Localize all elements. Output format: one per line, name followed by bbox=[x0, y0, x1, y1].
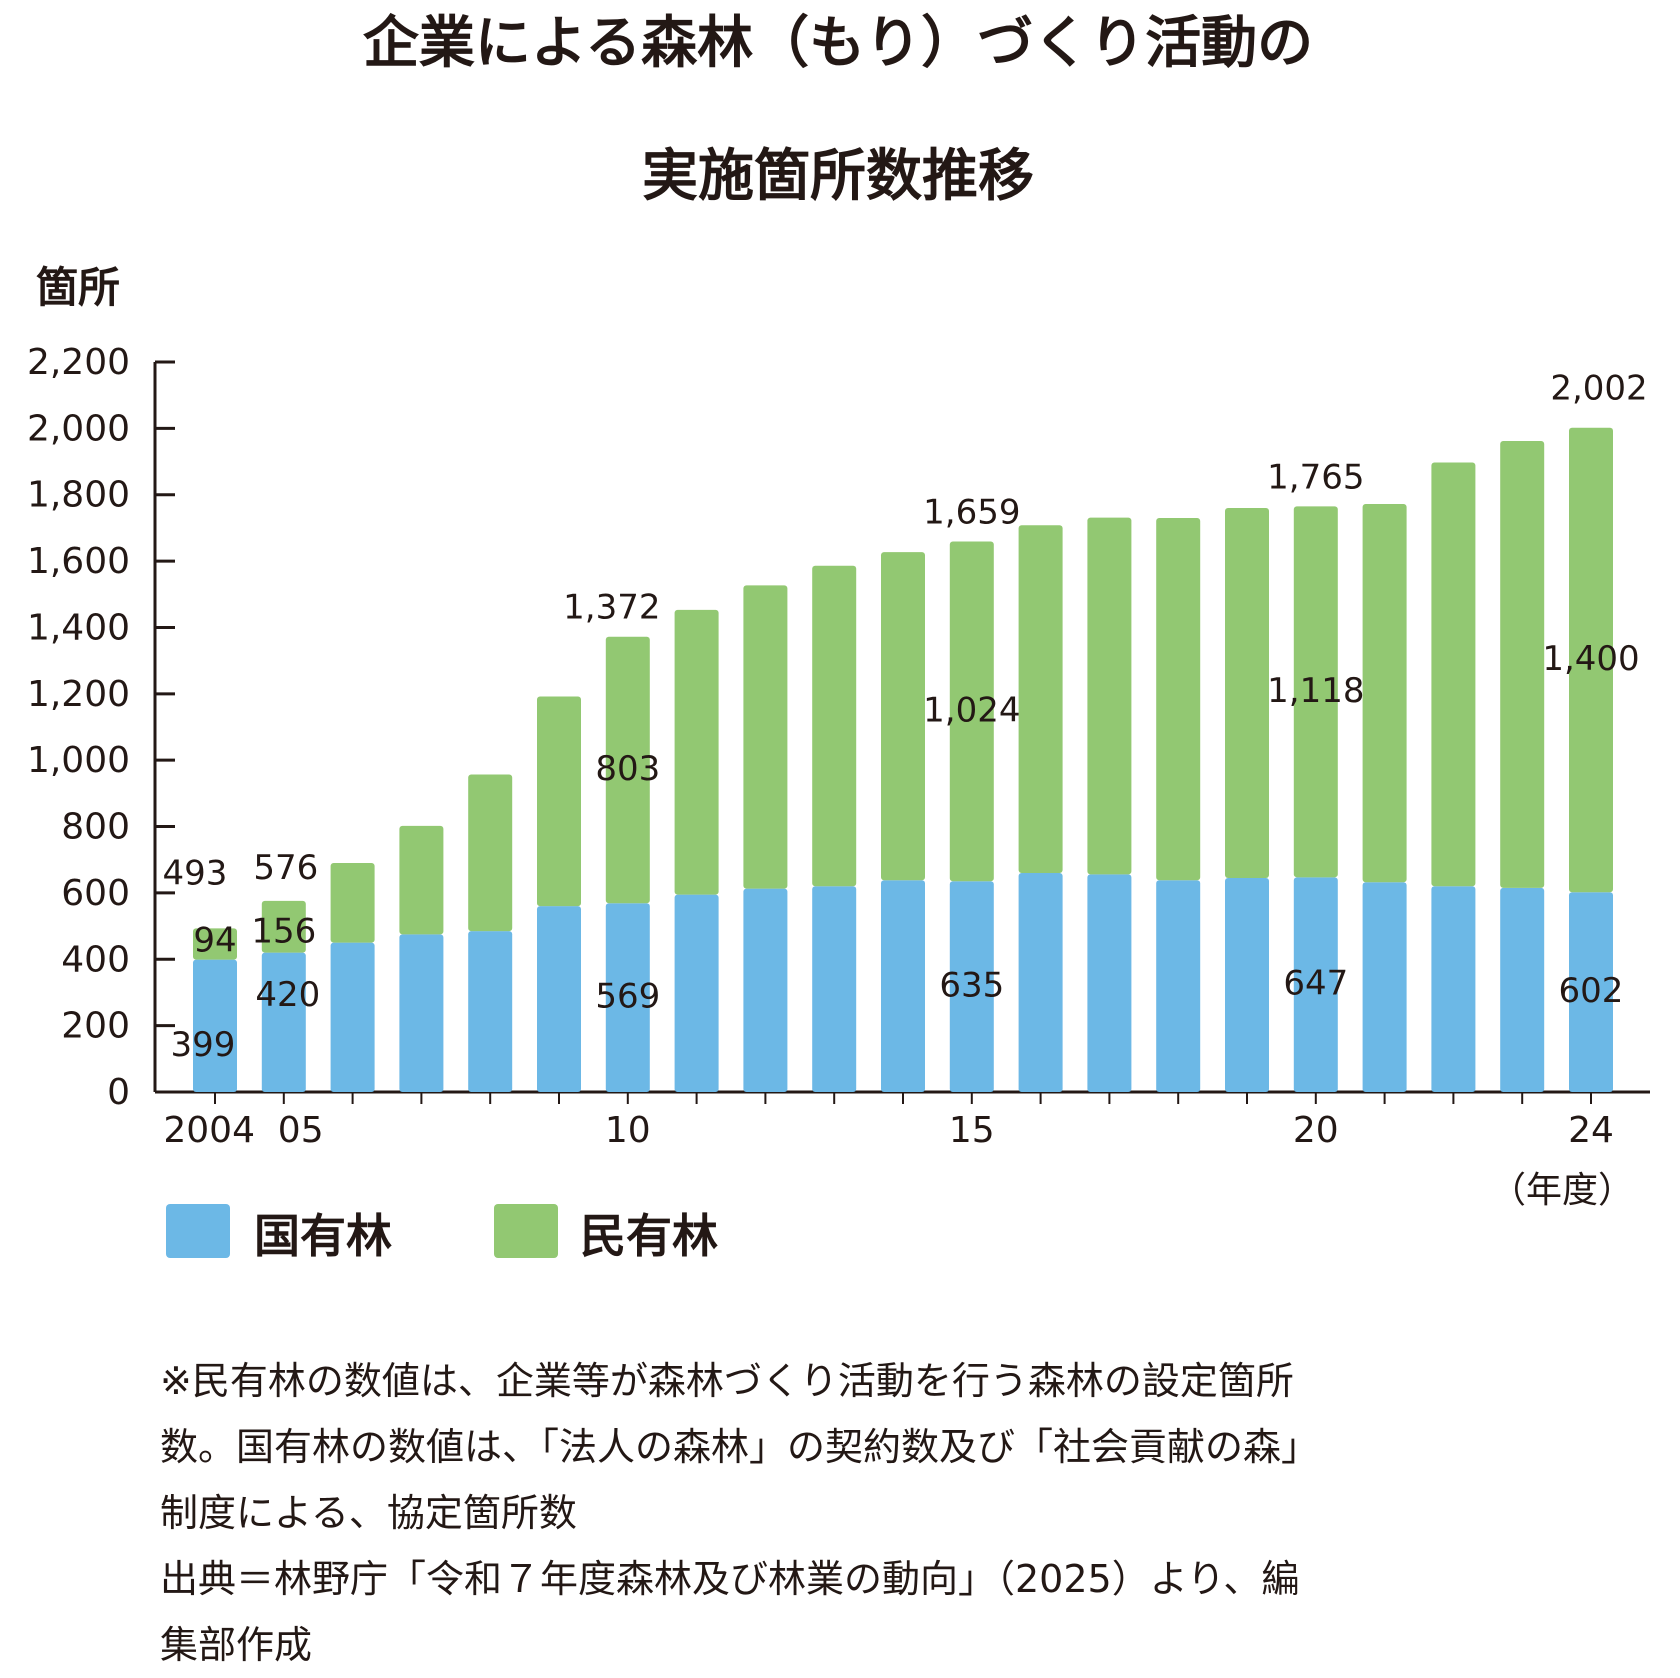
y-tick-label: 2,000 bbox=[27, 408, 130, 449]
data-label-national: 399 bbox=[171, 1025, 236, 1065]
value-labels: 399 94 493 420 156 576 569 803 1,372 635 1,024 1,65… bbox=[163, 369, 1648, 1065]
bar-national bbox=[949, 881, 994, 1092]
y-tick-label: 1,200 bbox=[27, 674, 130, 715]
bar-national bbox=[1225, 877, 1269, 1092]
x-axis-unit-label: （年度） bbox=[1490, 1170, 1634, 1211]
chart-title-line-1: 企業による森林（もり）づくり活動の bbox=[363, 11, 1313, 76]
bar-private bbox=[1156, 517, 1201, 881]
y-tick-label: 2,200 bbox=[27, 342, 130, 383]
data-label-national: 602 bbox=[1559, 971, 1624, 1011]
data-label-total: 2,002 bbox=[1550, 369, 1647, 409]
data-label-private: 1,024 bbox=[923, 690, 1020, 730]
source-line: 集部作成 bbox=[160, 1623, 313, 1667]
bar-private bbox=[1018, 525, 1063, 873]
bar-private bbox=[1087, 517, 1132, 875]
bar-national bbox=[1569, 892, 1613, 1092]
legend-label-private: 民有林 bbox=[580, 1209, 718, 1263]
x-tick-label: 20 bbox=[1293, 1110, 1339, 1151]
data-label-private: 156 bbox=[251, 912, 316, 952]
y-tick-label: 1,400 bbox=[27, 607, 130, 648]
bar-national bbox=[1500, 887, 1545, 1092]
data-label-national: 635 bbox=[939, 966, 1004, 1006]
footnote-line: 制度による、協定箇所数 bbox=[160, 1491, 577, 1535]
chart-title-line-2: 実施箇所数推移 bbox=[642, 144, 1034, 209]
bar-private bbox=[330, 863, 375, 943]
y-tick-label: 600 bbox=[61, 873, 130, 914]
bar-national bbox=[1087, 874, 1132, 1092]
bar-national bbox=[399, 934, 444, 1092]
bar-private bbox=[399, 825, 444, 935]
x-tick-label: 2004 bbox=[163, 1110, 255, 1151]
legend-swatch-national bbox=[166, 1204, 230, 1258]
bar-national bbox=[812, 886, 857, 1092]
bar-private bbox=[743, 585, 788, 889]
bar-national bbox=[1293, 877, 1338, 1092]
data-label-total: 1,372 bbox=[563, 588, 660, 628]
legend-swatch-private bbox=[494, 1204, 558, 1258]
x-tick-label: 10 bbox=[605, 1110, 651, 1151]
bar-private bbox=[812, 565, 857, 887]
y-tick-label: 1,000 bbox=[27, 740, 130, 781]
source-line: 出典＝林野庁「令和７年度森林及び林業の動向」（2025）より、編 bbox=[160, 1557, 1300, 1601]
legend-label-national: 国有林 bbox=[254, 1209, 392, 1263]
bar-private bbox=[1431, 462, 1476, 887]
y-axis-label: 箇所 bbox=[36, 263, 120, 312]
data-label-private: 1,118 bbox=[1267, 671, 1364, 711]
bar-private bbox=[1362, 504, 1407, 883]
y-tick-label: 200 bbox=[61, 1006, 130, 1047]
bar-private bbox=[537, 696, 581, 907]
footnote: ※民有林の数値は、企業等が森林づくり活動を行う森林の設定箇所 数。国有林の数値は… bbox=[160, 1348, 1600, 1678]
bar-private bbox=[1293, 506, 1338, 878]
bar-national bbox=[605, 903, 650, 1092]
y-tick-label: 800 bbox=[61, 807, 130, 848]
footnote-line: ※民有林の数値は、企業等が森林づくり活動を行う森林の設定箇所 bbox=[160, 1359, 1294, 1403]
bar-national bbox=[743, 888, 788, 1092]
bar-private bbox=[1569, 427, 1613, 893]
data-label-private: 803 bbox=[595, 749, 660, 789]
y-tick-label: 400 bbox=[61, 939, 130, 980]
data-label-national: 420 bbox=[255, 975, 320, 1015]
bar-national bbox=[537, 906, 581, 1092]
bar-national bbox=[193, 959, 237, 1092]
bar-national bbox=[1018, 873, 1063, 1092]
data-label-total: 1,659 bbox=[923, 493, 1020, 533]
bar-private bbox=[1500, 440, 1545, 888]
y-tick-label: 1,600 bbox=[27, 541, 130, 582]
data-label-private: 94 bbox=[193, 921, 236, 961]
data-label-total: 1,765 bbox=[1267, 457, 1364, 497]
legend: 国有林 民有林 bbox=[166, 1204, 718, 1263]
bar-private bbox=[674, 609, 719, 895]
bar-national bbox=[468, 931, 513, 1092]
data-label-total: 493 bbox=[163, 853, 228, 893]
data-label-private: 1,400 bbox=[1542, 639, 1639, 679]
bar-private bbox=[881, 552, 925, 881]
x-tick-label: 24 bbox=[1568, 1110, 1614, 1151]
y-tick-label: 0 bbox=[107, 1072, 130, 1113]
y-tick-label: 1,800 bbox=[27, 475, 130, 516]
bar-national bbox=[330, 942, 375, 1092]
x-tick-label: 05 bbox=[278, 1110, 324, 1151]
bar-private bbox=[261, 900, 306, 953]
data-label-national: 569 bbox=[595, 977, 660, 1017]
bar-private bbox=[949, 541, 994, 882]
bar-private bbox=[193, 928, 237, 960]
bar-national bbox=[881, 880, 925, 1092]
bar-private bbox=[468, 774, 513, 932]
bar-national bbox=[1156, 880, 1201, 1092]
bar-private bbox=[1225, 508, 1269, 878]
axes: 0 200 400 600 800 1,000 1,200 1,400 1,600 1,800 2,… bbox=[27, 342, 1650, 1151]
bar-national bbox=[261, 952, 306, 1092]
bar-national bbox=[1362, 882, 1407, 1092]
footnote-line: 数。国有林の数値は、「法人の森林」の契約数及び「社会貢献の森」 bbox=[160, 1425, 1320, 1469]
bar-national bbox=[674, 894, 719, 1092]
bar-private bbox=[605, 636, 650, 904]
data-label-national: 647 bbox=[1283, 964, 1348, 1004]
x-tick-label: 15 bbox=[949, 1110, 995, 1151]
bars bbox=[193, 427, 1613, 1092]
stacked-bar-chart: 企業による森林（もり）づくり活動の 実施箇所数推移 箇所 （年度） 020040… bbox=[27, 11, 1650, 1263]
data-label-total: 576 bbox=[253, 848, 318, 888]
bar-national bbox=[1431, 886, 1476, 1092]
